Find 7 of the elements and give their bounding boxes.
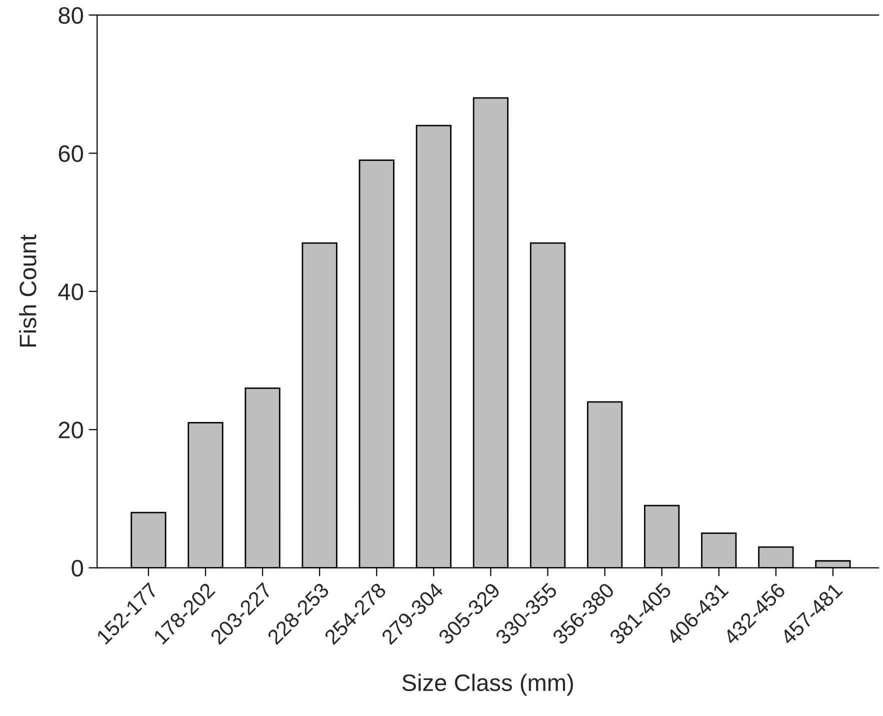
x-axis-title: Size Class (mm) <box>402 674 573 696</box>
y-tick-label: 80 <box>58 7 84 24</box>
y-axis-title: Fish Count <box>19 234 36 347</box>
y-tick-label: 0 <box>72 560 84 577</box>
y-tick-label: 60 <box>58 145 84 162</box>
y-tick-label: 20 <box>58 422 84 438</box>
y-tick-label: 40 <box>58 283 84 300</box>
